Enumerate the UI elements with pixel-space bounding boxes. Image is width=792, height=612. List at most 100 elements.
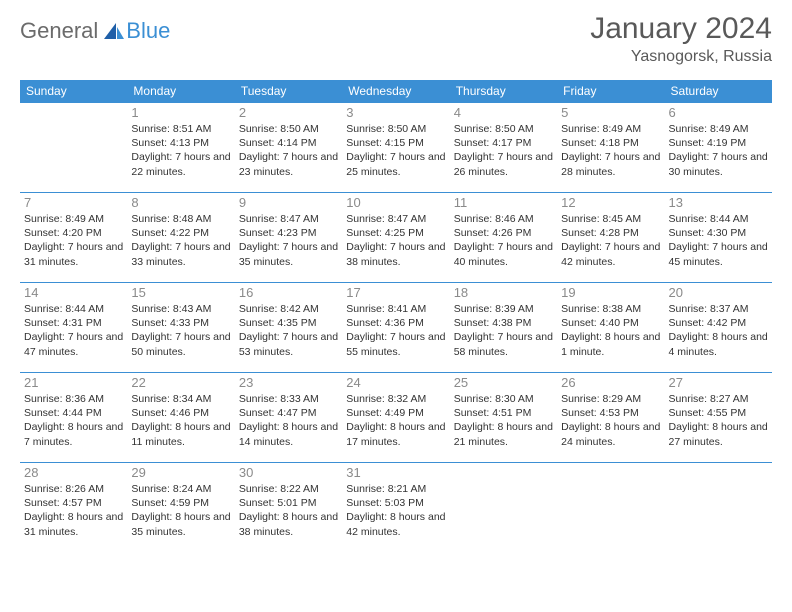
logo-word-blue: Blue [126, 18, 170, 44]
day-number: 7 [24, 195, 123, 210]
calendar-cell: 28Sunrise: 8:26 AMSunset: 4:57 PMDayligh… [20, 463, 127, 553]
calendar-cell: 30 Sunrise: 8:22 AMSunset: 5:01 PMDayligh… [235, 463, 342, 553]
calendar-cell: 13 Sunrise: 8:44 AMSunset: 4:30 PMDayligh… [665, 193, 772, 283]
calendar-cell: 16 Sunrise: 8:42 AMSunset: 4:35 PMDayligh… [235, 283, 342, 373]
calendar-row: 14 Sunrise: 8:44 AMSunset: 4:31 PMDayligh… [20, 283, 772, 373]
calendar-cell: 12 Sunrise: 8:45 AMSunset: 4:28 PMDayligh… [557, 193, 664, 283]
day-info: Sunrise: 8:43 AMSunset: 4:33 PMDaylight:… [131, 302, 230, 359]
calendar-cell: 8Sunrise: 8:48 AMSunset: 4:22 PMDaylight… [127, 193, 234, 283]
calendar-cell: 15 Sunrise: 8:43 AMSunset: 4:33 PMDayligh… [127, 283, 234, 373]
calendar-cell: 5Sunrise: 8:49 AMSunset: 4:18 PMDaylight… [557, 103, 664, 193]
calendar-cell: 17Sunrise: 8:41 AMSunset: 4:36 PMDayligh… [342, 283, 449, 373]
day-number: 10 [346, 195, 445, 210]
location-label: Yasnogorsk, Russia [590, 48, 772, 66]
calendar-row: 28Sunrise: 8:26 AMSunset: 4:57 PMDayligh… [20, 463, 772, 553]
calendar-cell: 22Sunrise: 8:34 AMSunset: 4:46 PMDayligh… [127, 373, 234, 463]
day-info: Sunrise: 8:34 AMSunset: 4:46 PMDaylight:… [131, 392, 230, 449]
calendar-cell: 6Sunrise: 8:49 AMSunset: 4:19 PMDaylight… [665, 103, 772, 193]
calendar-cell: 3Sunrise: 8:50 AMSunset: 4:15 PMDaylight… [342, 103, 449, 193]
weekday-header: Friday [557, 80, 664, 103]
day-number: 23 [239, 375, 338, 390]
day-number: 13 [669, 195, 768, 210]
day-number: 26 [561, 375, 660, 390]
calendar-cell: 9 Sunrise: 8:47 AMSunset: 4:23 PMDaylight… [235, 193, 342, 283]
day-number: 29 [131, 465, 230, 480]
calendar-cell [20, 103, 127, 193]
day-number: 9 [239, 195, 338, 210]
weekday-header: Saturday [665, 80, 772, 103]
day-number: 17 [346, 285, 445, 300]
day-number: 15 [131, 285, 230, 300]
calendar-row: 21 Sunrise: 8:36 AMSunset: 4:44 PMDayligh… [20, 373, 772, 463]
day-number: 1 [131, 105, 230, 120]
day-info: Sunrise: 8:24 AMSunset: 4:59 PMDaylight:… [131, 482, 230, 539]
calendar-table: SundayMondayTuesdayWednesdayThursdayFrid… [20, 80, 772, 553]
day-info: Sunrise: 8:47 AMSunset: 4:25 PMDaylight:… [346, 212, 445, 269]
calendar-cell: 31Sunrise: 8:21 AMSunset: 5:03 PMDayligh… [342, 463, 449, 553]
day-info: Sunrise: 8:48 AMSunset: 4:22 PMDaylight:… [131, 212, 230, 269]
calendar-cell [557, 463, 664, 553]
day-info: Sunrise: 8:51 AMSunset: 4:13 PMDaylight:… [131, 122, 230, 179]
title-block: January 2024 Yasnogorsk, Russia [590, 12, 772, 66]
day-info: Sunrise: 8:42 AMSunset: 4:35 PMDaylight:… [239, 302, 338, 359]
day-info: Sunrise: 8:50 AMSunset: 4:17 PMDaylight:… [454, 122, 553, 179]
day-info: Sunrise: 8:45 AMSunset: 4:28 PMDaylight:… [561, 212, 660, 269]
day-number: 16 [239, 285, 338, 300]
calendar-cell [665, 463, 772, 553]
day-number: 20 [669, 285, 768, 300]
day-info: Sunrise: 8:32 AMSunset: 4:49 PMDaylight:… [346, 392, 445, 449]
day-number: 27 [669, 375, 768, 390]
day-number: 12 [561, 195, 660, 210]
logo: General Blue [20, 12, 170, 44]
day-info: Sunrise: 8:44 AMSunset: 4:31 PMDaylight:… [24, 302, 123, 359]
day-info: Sunrise: 8:38 AMSunset: 4:40 PMDaylight:… [561, 302, 660, 359]
day-info: Sunrise: 8:46 AMSunset: 4:26 PMDaylight:… [454, 212, 553, 269]
calendar-cell: 21 Sunrise: 8:36 AMSunset: 4:44 PMDayligh… [20, 373, 127, 463]
weekday-header: Sunday [20, 80, 127, 103]
calendar-row: 1 Sunrise: 8:51 AMSunset: 4:13 PMDaylight… [20, 103, 772, 193]
calendar-cell: 27 Sunrise: 8:27 AMSunset: 4:55 PMDayligh… [665, 373, 772, 463]
calendar-cell: 14 Sunrise: 8:44 AMSunset: 4:31 PMDayligh… [20, 283, 127, 373]
day-number: 11 [454, 195, 553, 210]
calendar-cell: 25 Sunrise: 8:30 AMSunset: 4:51 PMDayligh… [450, 373, 557, 463]
calendar-cell: 2Sunrise: 8:50 AMSunset: 4:14 PMDaylight… [235, 103, 342, 193]
day-number: 25 [454, 375, 553, 390]
calendar-cell: 1 Sunrise: 8:51 AMSunset: 4:13 PMDaylight… [127, 103, 234, 193]
weekday-header: Wednesday [342, 80, 449, 103]
day-number: 30 [239, 465, 338, 480]
day-info: Sunrise: 8:44 AMSunset: 4:30 PMDaylight:… [669, 212, 768, 269]
weekday-header: Monday [127, 80, 234, 103]
day-number: 14 [24, 285, 123, 300]
calendar-cell: 26Sunrise: 8:29 AMSunset: 4:53 PMDayligh… [557, 373, 664, 463]
day-number: 2 [239, 105, 338, 120]
calendar-cell: 4Sunrise: 8:50 AMSunset: 4:17 PMDaylight… [450, 103, 557, 193]
calendar-cell: 18 Sunrise: 8:39 AMSunset: 4:38 PMDayligh… [450, 283, 557, 373]
header: General Blue January 2024 Yasnogorsk, Ru… [20, 12, 772, 66]
calendar-cell: 23Sunrise: 8:33 AMSunset: 4:47 PMDayligh… [235, 373, 342, 463]
day-info: Sunrise: 8:47 AMSunset: 4:23 PMDaylight:… [239, 212, 338, 269]
day-info: Sunrise: 8:21 AMSunset: 5:03 PMDaylight:… [346, 482, 445, 539]
day-info: Sunrise: 8:27 AMSunset: 4:55 PMDaylight:… [669, 392, 768, 449]
calendar-head: SundayMondayTuesdayWednesdayThursdayFrid… [20, 80, 772, 103]
logo-word-general: General [20, 18, 98, 44]
calendar-body: 1 Sunrise: 8:51 AMSunset: 4:13 PMDaylight… [20, 103, 772, 553]
day-number: 5 [561, 105, 660, 120]
calendar-cell: 10 Sunrise: 8:47 AMSunset: 4:25 PMDayligh… [342, 193, 449, 283]
weekday-header: Thursday [450, 80, 557, 103]
day-info: Sunrise: 8:30 AMSunset: 4:51 PMDaylight:… [454, 392, 553, 449]
calendar-cell: 19Sunrise: 8:38 AMSunset: 4:40 PMDayligh… [557, 283, 664, 373]
day-info: Sunrise: 8:36 AMSunset: 4:44 PMDaylight:… [24, 392, 123, 449]
logo-sail-icon [102, 21, 126, 41]
day-number: 6 [669, 105, 768, 120]
day-info: Sunrise: 8:49 AMSunset: 4:20 PMDaylight:… [24, 212, 123, 269]
day-info: Sunrise: 8:22 AMSunset: 5:01 PMDaylight:… [239, 482, 338, 539]
calendar-cell: 11 Sunrise: 8:46 AMSunset: 4:26 PMDayligh… [450, 193, 557, 283]
calendar-cell: 24 Sunrise: 8:32 AMSunset: 4:49 PMDayligh… [342, 373, 449, 463]
day-number: 18 [454, 285, 553, 300]
day-info: Sunrise: 8:50 AMSunset: 4:15 PMDaylight:… [346, 122, 445, 179]
day-number: 24 [346, 375, 445, 390]
day-info: Sunrise: 8:39 AMSunset: 4:38 PMDaylight:… [454, 302, 553, 359]
page-title: January 2024 [590, 12, 772, 46]
day-number: 21 [24, 375, 123, 390]
calendar-cell: 7 Sunrise: 8:49 AMSunset: 4:20 PMDaylight… [20, 193, 127, 283]
